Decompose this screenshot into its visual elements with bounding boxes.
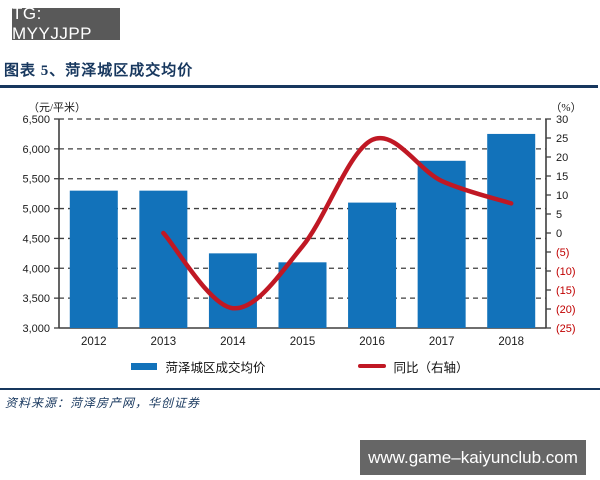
bar-2013 bbox=[139, 190, 188, 328]
right-axis-tick-label: 25 bbox=[556, 133, 568, 145]
right-axis-unit-label: （%） bbox=[550, 101, 581, 114]
x-axis-category-label: 2018 bbox=[498, 336, 524, 348]
right-axis-tick-label: (10) bbox=[556, 266, 576, 278]
right-axis-tick-label: (15) bbox=[556, 285, 576, 297]
right-axis-tick-label: 0 bbox=[556, 228, 562, 240]
legend-item-line: 同比（右轴） bbox=[357, 357, 469, 376]
x-axis-category-label: 2012 bbox=[81, 336, 107, 348]
bar-2012 bbox=[69, 190, 118, 328]
chart-legend: 菏泽城区成交均价 同比（右轴） bbox=[0, 356, 600, 376]
bar-2014 bbox=[208, 253, 257, 328]
watermark-url: www.game–kaiyunclub.com bbox=[368, 447, 578, 467]
left-axis-tick-label: 3,500 bbox=[22, 293, 50, 305]
left-axis-tick-label: 3,000 bbox=[22, 323, 50, 335]
bar-2015 bbox=[278, 262, 327, 328]
x-axis-category-label: 2015 bbox=[290, 336, 316, 348]
right-axis-tick-label: 30 bbox=[556, 114, 568, 126]
x-axis-category-label: 2016 bbox=[359, 336, 385, 348]
right-axis-tick-label: 10 bbox=[556, 190, 568, 202]
figure-title: 图表 5、菏泽城区成交均价 bbox=[4, 63, 194, 79]
x-axis-category-label: 2014 bbox=[220, 336, 246, 348]
title-divider bbox=[0, 85, 598, 88]
right-axis-tick-label: 5 bbox=[556, 209, 562, 221]
left-axis-tick-label: 6,500 bbox=[22, 114, 50, 126]
left-axis-tick-label: 6,000 bbox=[22, 144, 50, 156]
right-axis-tick-label: 20 bbox=[556, 152, 568, 164]
yoy-line bbox=[161, 135, 514, 311]
right-axis-tick-label: (5) bbox=[556, 247, 569, 259]
bar-2018 bbox=[487, 133, 536, 328]
watermark-box: www.game–kaiyunclub.com bbox=[360, 440, 586, 475]
legend-item-bar: 菏泽城区成交均价 bbox=[131, 357, 266, 376]
tg-badge: TG: MYYJJPP bbox=[12, 4, 120, 43]
left-axis-tick-label: 5,500 bbox=[22, 174, 50, 186]
line-series-label: 同比（右轴） bbox=[393, 360, 469, 375]
left-axis-tick-label: 4,000 bbox=[22, 263, 50, 275]
bar-series-swatch bbox=[131, 362, 158, 370]
x-axis-category-label: 2013 bbox=[151, 336, 177, 348]
line-series-swatch bbox=[357, 364, 386, 368]
source-divider bbox=[0, 388, 600, 390]
right-axis-tick-label: (25) bbox=[556, 323, 576, 335]
x-axis-category-label: 2017 bbox=[429, 336, 455, 348]
bar-2016 bbox=[348, 202, 397, 328]
bar-series-label: 菏泽城区成交均价 bbox=[165, 360, 266, 375]
right-axis-tick-label: (20) bbox=[556, 304, 576, 316]
left-axis-tick-label: 4,500 bbox=[22, 233, 50, 245]
source-note: 资料来源：菏泽房产网，华创证券 bbox=[5, 396, 201, 410]
left-axis-tick-label: 5,000 bbox=[22, 204, 50, 216]
tg-badge-label: TG: MYYJJPP bbox=[12, 4, 93, 43]
left-axis-unit-label: （元/平米） bbox=[28, 101, 86, 114]
right-axis-tick-label: 15 bbox=[556, 171, 568, 183]
